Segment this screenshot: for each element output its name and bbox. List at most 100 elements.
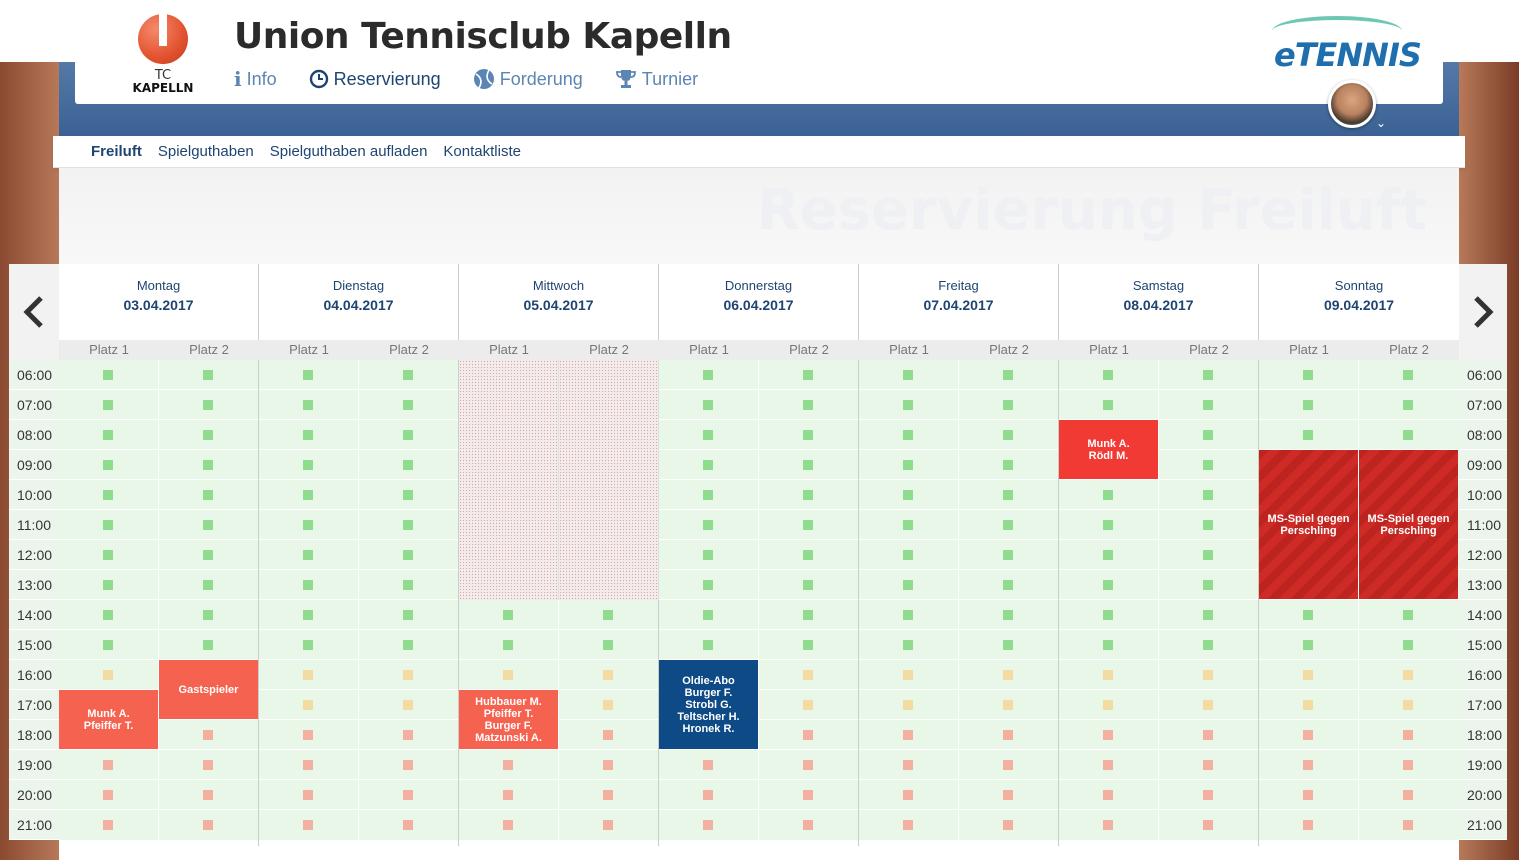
free-slot[interactable] [103,400,113,410]
free-slot[interactable] [803,670,813,680]
free-slot[interactable] [203,520,213,530]
free-slot[interactable] [703,490,713,500]
free-slot[interactable] [303,490,313,500]
free-slot[interactable] [203,580,213,590]
free-slot[interactable] [303,700,313,710]
free-slot[interactable] [1003,760,1013,770]
free-slot[interactable] [603,670,613,680]
free-slot[interactable] [1303,730,1313,740]
free-slot[interactable] [403,400,413,410]
free-slot[interactable] [603,820,613,830]
free-slot[interactable] [1103,820,1113,830]
free-slot[interactable] [1003,580,1013,590]
booking-block[interactable]: Hubbauer M. Pfeiffer T. Burger F. Matzunski… [459,690,558,749]
free-slot[interactable] [803,730,813,740]
free-slot[interactable] [1103,490,1113,500]
free-slot[interactable] [403,370,413,380]
free-slot[interactable] [303,430,313,440]
free-slot[interactable] [1003,490,1013,500]
free-slot[interactable] [1303,760,1313,770]
free-slot[interactable] [503,640,513,650]
free-slot[interactable] [603,700,613,710]
free-slot[interactable] [403,490,413,500]
free-slot[interactable] [903,550,913,560]
subnav-freiluft[interactable]: Freiluft [91,143,142,160]
free-slot[interactable] [1103,670,1113,680]
free-slot[interactable] [1203,670,1213,680]
free-slot[interactable] [1203,730,1213,740]
free-slot[interactable] [1403,430,1413,440]
free-slot[interactable] [103,370,113,380]
free-slot[interactable] [403,580,413,590]
free-slot[interactable] [1403,640,1413,650]
free-slot[interactable] [803,520,813,530]
free-slot[interactable] [903,760,913,770]
free-slot[interactable] [803,790,813,800]
free-slot[interactable] [303,610,313,620]
free-slot[interactable] [503,610,513,620]
free-slot[interactable] [1203,700,1213,710]
subnav-spielguthaben-aufladen[interactable]: Spielguthaben aufladen [269,143,428,160]
subnav-spielguthaben[interactable]: Spielguthaben [157,143,254,160]
free-slot[interactable] [803,760,813,770]
free-slot[interactable] [803,460,813,470]
free-slot[interactable] [1203,760,1213,770]
free-slot[interactable] [703,610,713,620]
free-slot[interactable] [103,580,113,590]
booking-block[interactable]: MS-Spiel gegen Perschling [1259,450,1358,599]
free-slot[interactable] [103,490,113,500]
free-slot[interactable] [1303,430,1313,440]
free-slot[interactable] [1203,550,1213,560]
free-slot[interactable] [503,820,513,830]
free-slot[interactable] [403,730,413,740]
free-slot[interactable] [1003,370,1013,380]
free-slot[interactable] [803,430,813,440]
booking-block[interactable]: MS-Spiel gegen Perschling [1359,450,1458,599]
free-slot[interactable] [603,610,613,620]
free-slot[interactable] [203,490,213,500]
free-slot[interactable] [1403,370,1413,380]
free-slot[interactable] [103,550,113,560]
free-slot[interactable] [303,640,313,650]
free-slot[interactable] [1103,760,1113,770]
nav-info[interactable]: i Info [234,68,277,90]
free-slot[interactable] [1003,460,1013,470]
club-logo[interactable]: TC KAPELLN [132,12,196,96]
free-slot[interactable] [803,610,813,620]
etennis-logo[interactable]: eTENNIS [1268,14,1422,74]
free-slot[interactable] [703,460,713,470]
free-slot[interactable] [1003,610,1013,620]
free-slot[interactable] [903,790,913,800]
free-slot[interactable] [203,790,213,800]
free-slot[interactable] [703,580,713,590]
free-slot[interactable] [1103,640,1113,650]
free-slot[interactable] [1203,430,1213,440]
booking-block[interactable]: Oldie-Abo Burger F. Strobl G. Teltscher H. H… [659,660,758,749]
free-slot[interactable] [1003,400,1013,410]
free-slot[interactable] [103,670,113,680]
free-slot[interactable] [403,640,413,650]
free-slot[interactable] [1003,700,1013,710]
free-slot[interactable] [403,820,413,830]
free-slot[interactable] [1303,700,1313,710]
free-slot[interactable] [1003,550,1013,560]
free-slot[interactable] [203,550,213,560]
free-slot[interactable] [403,460,413,470]
free-slot[interactable] [1403,670,1413,680]
free-slot[interactable] [103,760,113,770]
free-slot[interactable] [503,760,513,770]
free-slot[interactable] [1403,760,1413,770]
free-slot[interactable] [903,670,913,680]
prev-week-button[interactable] [9,264,59,360]
free-slot[interactable] [303,790,313,800]
free-slot[interactable] [1203,820,1213,830]
free-slot[interactable] [103,640,113,650]
free-slot[interactable] [803,820,813,830]
free-slot[interactable] [903,580,913,590]
free-slot[interactable] [1203,460,1213,470]
free-slot[interactable] [1103,730,1113,740]
free-slot[interactable] [903,730,913,740]
nav-forderung[interactable]: Forderung [473,68,583,90]
free-slot[interactable] [703,520,713,530]
free-slot[interactable] [103,460,113,470]
